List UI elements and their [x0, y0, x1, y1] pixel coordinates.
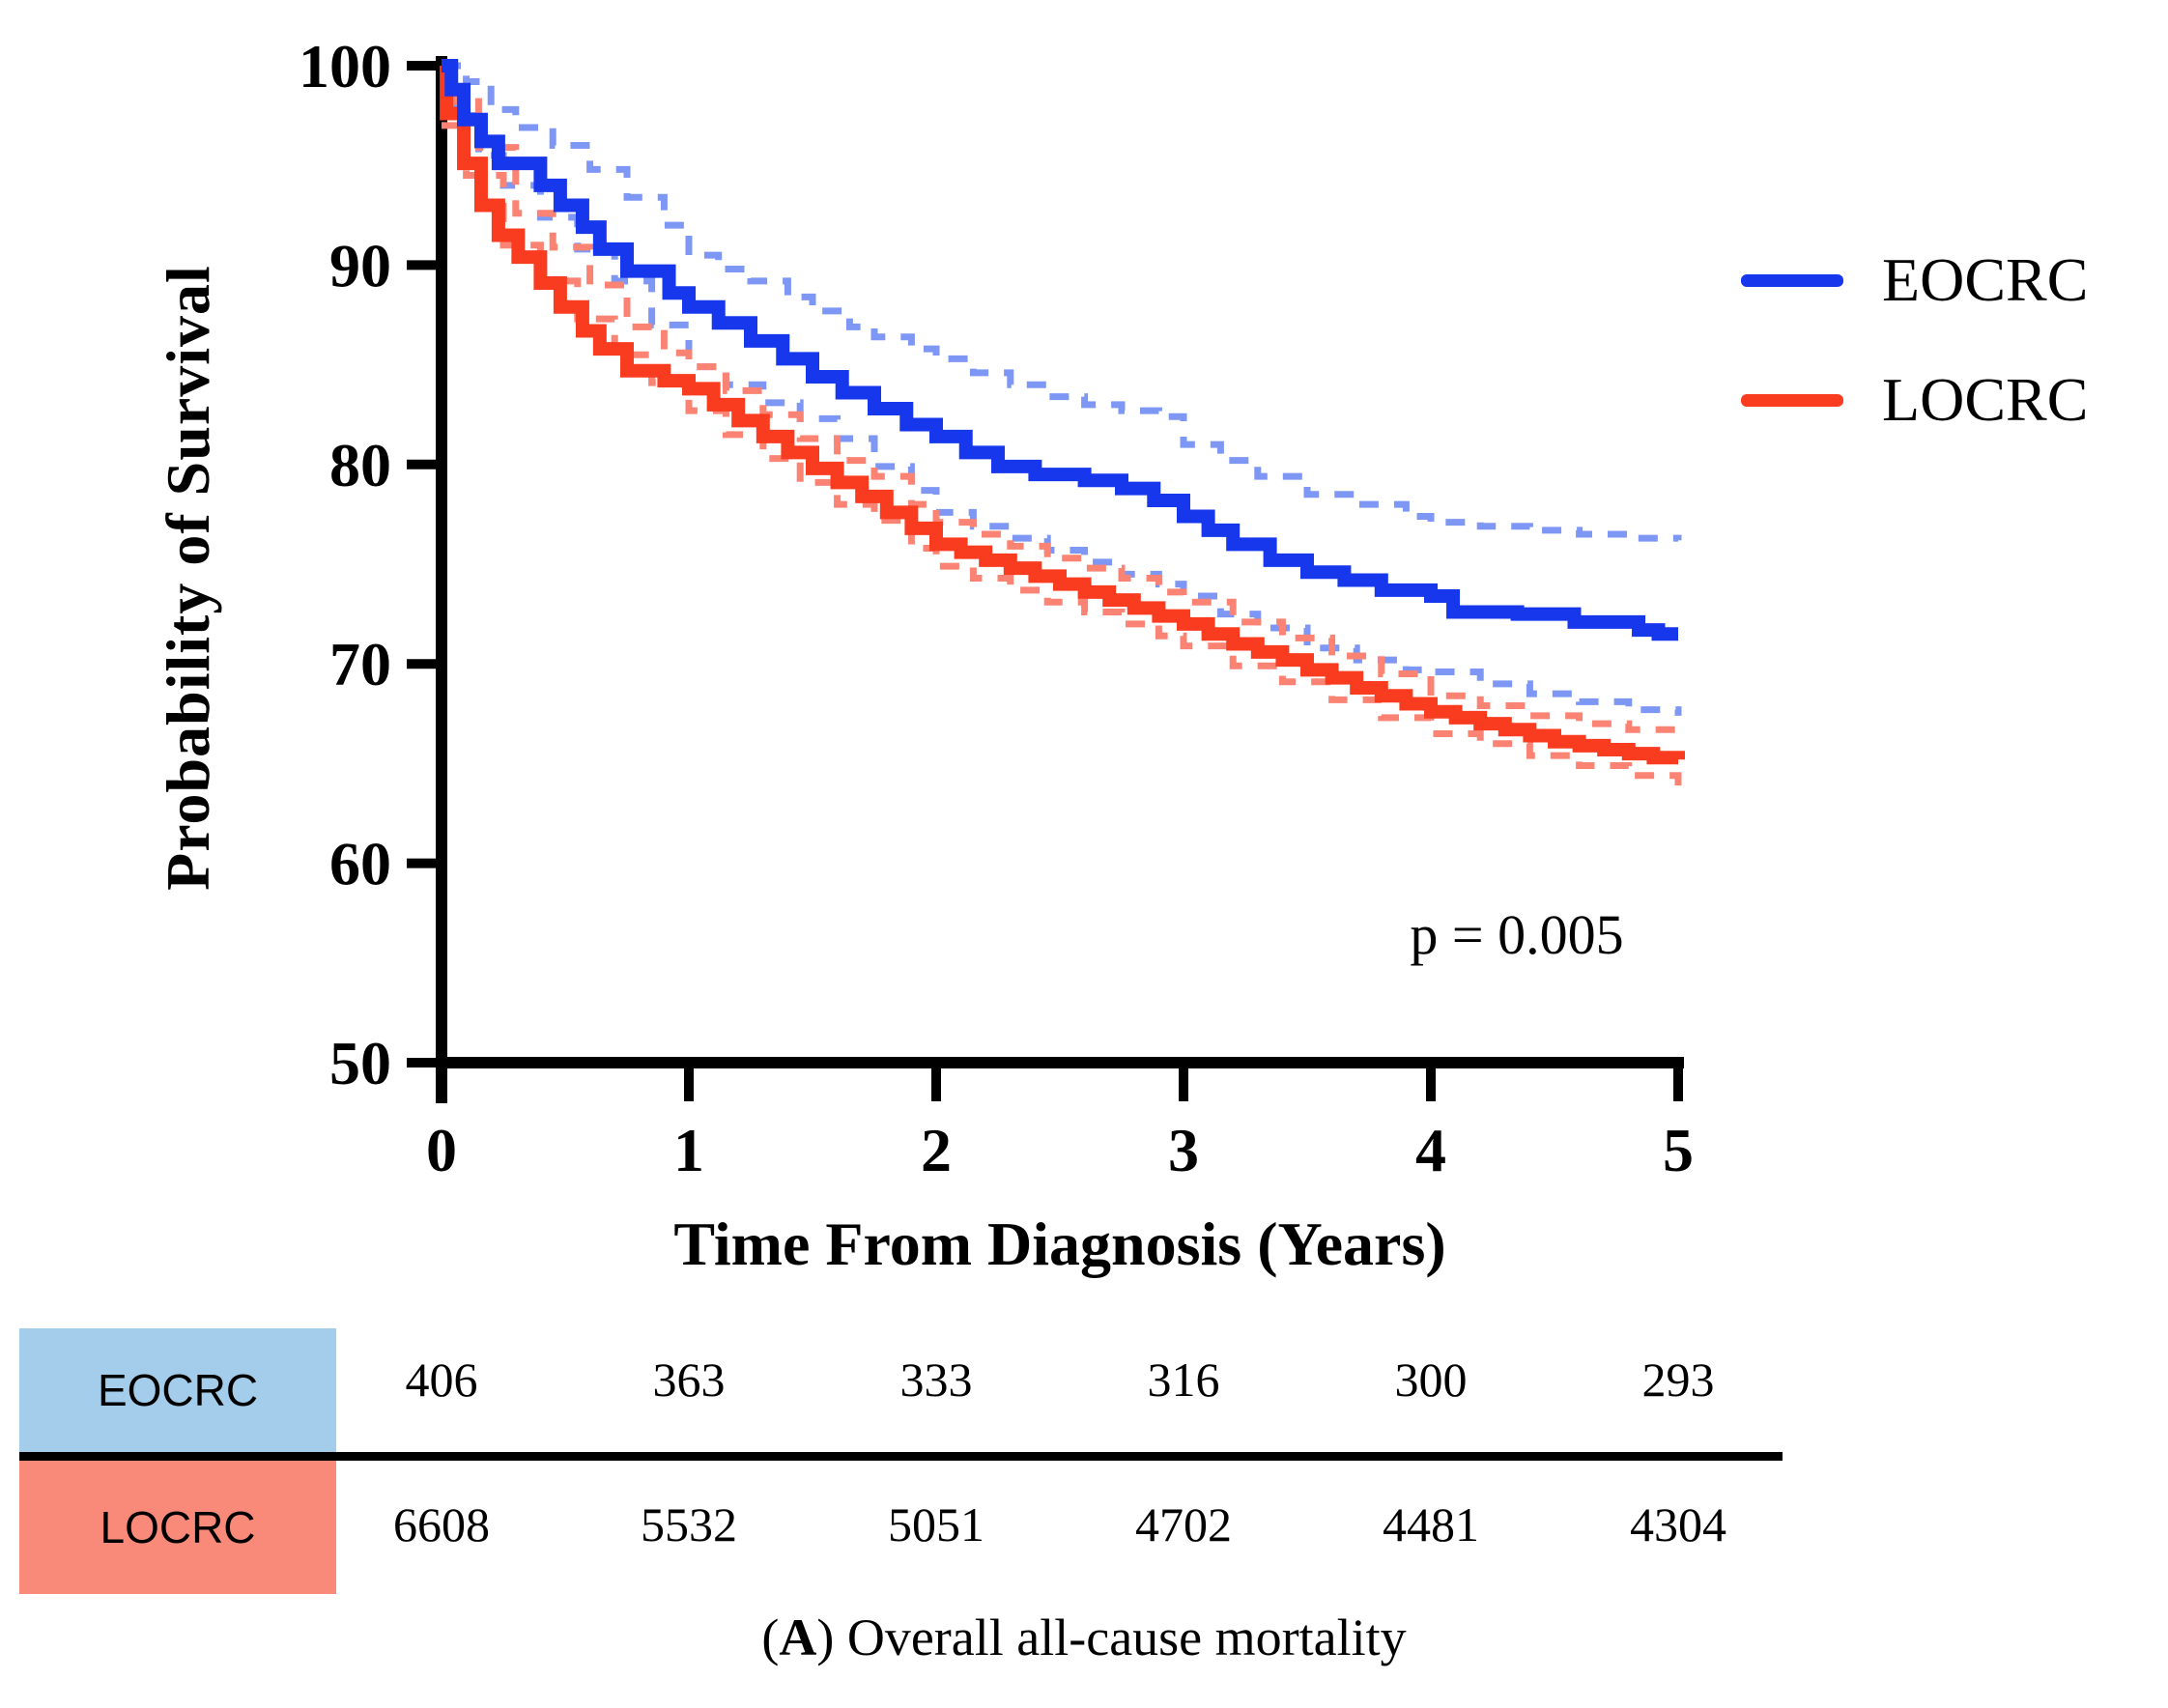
- x-tick-label: 1: [673, 1116, 704, 1184]
- figure-caption: (A) Overall all-cause mortality: [0, 1604, 2168, 1671]
- series-path-eocrc-upper-95-ci: [442, 62, 1682, 542]
- caption-text: Overall all-cause mortality: [846, 1608, 1407, 1666]
- x-axis-title: Time From Diagnosis (Years): [673, 1210, 1446, 1278]
- legend-item-eocrc: EOCRC: [1741, 220, 2088, 340]
- caption-open-paren: (: [761, 1608, 780, 1666]
- x-tick-label: 2: [921, 1116, 952, 1184]
- x-tick-label: 0: [426, 1116, 457, 1184]
- y-tick-label: 90: [329, 231, 391, 299]
- legend-line-swatch: [1741, 273, 1843, 287]
- series-path-locrc-lower-95-ci: [442, 122, 1682, 786]
- legend-label: LOCRC: [1882, 365, 2089, 434]
- x-tick-label: 5: [1663, 1116, 1694, 1184]
- series-path-locrc-upper-95-ci: [442, 62, 1682, 734]
- x-tick-label: 3: [1168, 1116, 1199, 1184]
- y-tick-label: 100: [299, 32, 391, 100]
- caption-panel-letter: A: [779, 1608, 817, 1666]
- y-tick-label: 50: [329, 1029, 391, 1097]
- y-tick-label: 70: [329, 630, 391, 698]
- caption-close-paren: ): [816, 1608, 847, 1666]
- legend-line-swatch: [1741, 393, 1843, 407]
- p-value-annotation: p = 0.005: [1410, 903, 1624, 966]
- y-tick-label: 80: [329, 431, 391, 499]
- legend-label: EOCRC: [1882, 245, 2089, 314]
- series-path-locrc: [440, 59, 1685, 765]
- series-path-eocrc: [442, 59, 1678, 641]
- legend: EOCRC LOCRC: [1741, 220, 2088, 460]
- y-axis-title: Probability of Survival: [154, 265, 222, 891]
- y-tick-label: 60: [329, 830, 391, 898]
- x-tick-label: 4: [1415, 1116, 1446, 1184]
- legend-item-locrc: LOCRC: [1741, 340, 2088, 460]
